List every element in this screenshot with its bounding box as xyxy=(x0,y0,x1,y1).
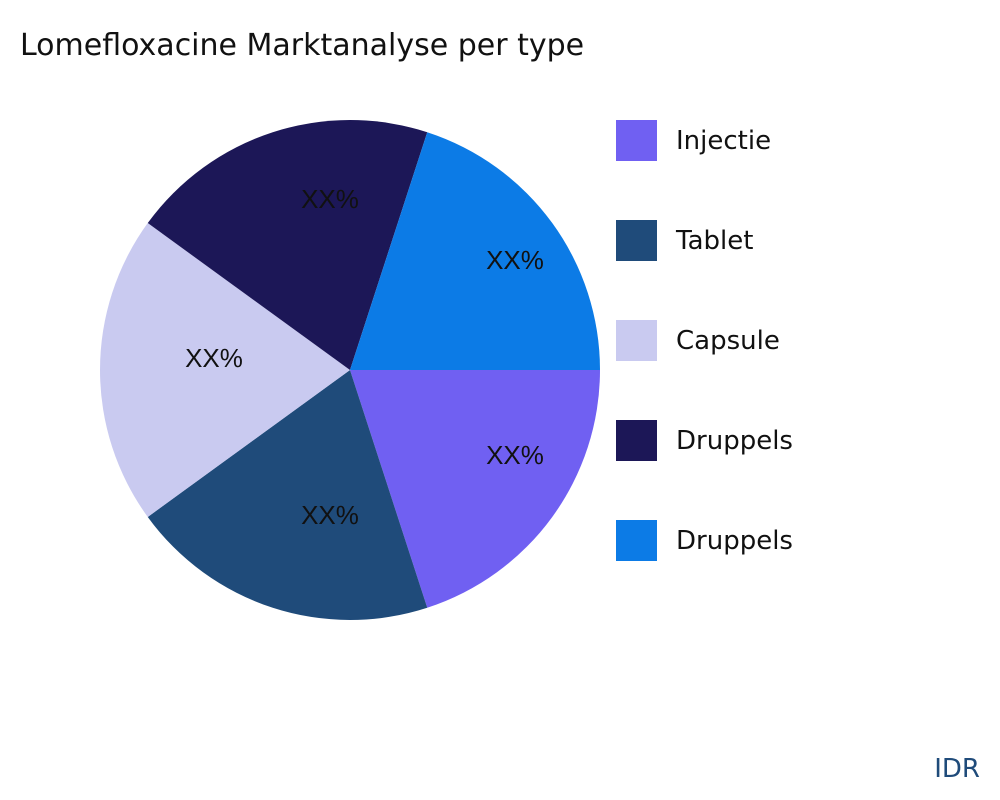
legend-label: Capsule xyxy=(676,325,780,356)
legend-item: Tablet xyxy=(616,220,753,261)
slice-data-label: XX% xyxy=(486,245,544,275)
legend-item: Druppels xyxy=(616,420,793,461)
legend-swatch xyxy=(616,220,657,261)
brand-logo: IDR xyxy=(934,754,980,784)
pie-slice-druppels xyxy=(350,132,600,370)
legend-item: Druppels xyxy=(616,520,793,561)
legend-label: Druppels xyxy=(676,525,793,556)
legend-label: Injectie xyxy=(676,125,772,156)
pie-slice-tablet xyxy=(147,370,428,620)
legend-swatch xyxy=(616,320,657,361)
legend-item: Capsule xyxy=(616,320,780,361)
legend-item: Injectie xyxy=(616,120,771,161)
slice-data-label: XX% xyxy=(301,184,359,214)
legend-swatch xyxy=(616,420,657,461)
legend-swatch xyxy=(616,120,657,161)
slice-data-label: XX% xyxy=(185,343,243,373)
pie-slice-capsule xyxy=(100,223,350,517)
chart-title: Lomefloxacine Marktanalyse per type xyxy=(20,28,585,63)
legend-swatch xyxy=(616,520,657,561)
pie-slice-druppels xyxy=(147,120,428,370)
pie-slice-injectie xyxy=(350,370,600,608)
legend-label: Tablet xyxy=(676,225,754,256)
legend-label: Druppels xyxy=(676,425,793,456)
slice-data-label: XX% xyxy=(486,440,544,470)
slice-data-label: XX% xyxy=(301,500,359,530)
